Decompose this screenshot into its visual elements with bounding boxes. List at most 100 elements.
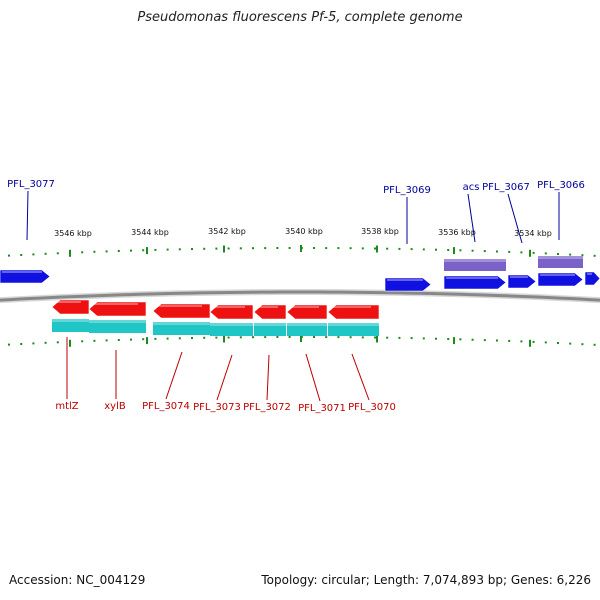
tick-label: 3544 kbp <box>131 228 169 237</box>
minor-tick-dot <box>398 336 401 339</box>
gene-arrow-pfl-3069[interactable] <box>384 277 432 292</box>
minor-tick-dot <box>191 248 193 250</box>
gene-highlight <box>212 306 245 308</box>
minor-tick-dot <box>56 341 59 344</box>
gene-xylb-label[interactable]: xylB <box>104 401 126 412</box>
minor-tick-dot <box>386 336 389 339</box>
major-tick-bottom <box>529 339 531 347</box>
minor-tick-dot <box>117 339 120 341</box>
gene-highlight <box>91 303 138 305</box>
cds-pfl-3074[interactable] <box>153 322 210 335</box>
gene-arrow-pfl-3071[interactable] <box>286 304 328 320</box>
minor-tick-dot <box>227 336 230 339</box>
major-tick-bottom <box>453 337 455 345</box>
gene-pfl-3069-label[interactable]: PFL_3069 <box>383 185 431 196</box>
minor-tick-dot <box>361 336 364 339</box>
cds-pfl-3073[interactable] <box>210 323 253 336</box>
minor-tick-dot <box>288 336 291 338</box>
gene-pfl-3074-label[interactable]: PFL_3074 <box>142 401 190 412</box>
cds-pfl-3072[interactable] <box>254 323 286 336</box>
minor-tick-dot <box>508 339 511 342</box>
minor-tick-dot <box>410 248 413 251</box>
gene-pfl-3067-leader <box>507 193 523 244</box>
gene-mtlz-label[interactable]: mtlZ <box>55 401 78 412</box>
minor-tick-dot <box>435 337 437 340</box>
gene-arrow-acs[interactable] <box>443 275 507 290</box>
cds-pfl-3066[interactable] <box>538 256 583 268</box>
cds-mtlz[interactable] <box>52 319 89 332</box>
gene-arrow-pfl-3067[interactable] <box>507 274 537 289</box>
gene-arrow-pfl-3072[interactable] <box>253 304 287 320</box>
minor-tick-dot <box>154 248 157 251</box>
tick-label: 3536 kbp <box>438 228 476 237</box>
gene-highlight <box>54 301 81 303</box>
gene-arrow-pfl-3066[interactable] <box>537 272 584 287</box>
minor-tick-dot <box>81 340 84 343</box>
genome-title: Pseudomonas fluorescens Pf-5, complete g… <box>137 10 463 25</box>
gene-pfl-3071-label[interactable]: PFL_3071 <box>298 403 346 414</box>
minor-tick-dot <box>337 336 340 339</box>
minor-tick-dot <box>154 337 157 340</box>
cds-pfl-3070[interactable] <box>328 323 379 336</box>
major-tick-top <box>223 245 225 253</box>
gene-arrow-pfl-3073[interactable] <box>209 304 254 320</box>
major-tick-bottom <box>69 339 71 347</box>
minor-tick-dot <box>557 253 559 255</box>
minor-tick-dot <box>178 337 181 340</box>
minor-tick-dot <box>520 251 523 254</box>
minor-tick-dot <box>410 337 413 340</box>
cds-acs[interactable] <box>444 259 506 271</box>
gene-arrow-pfl-3070[interactable] <box>327 304 380 320</box>
gene-pfl-3072-label[interactable]: PFL_3072 <box>243 402 291 413</box>
major-tick-top <box>376 245 378 253</box>
minor-tick-dot <box>581 254 584 257</box>
gene-highlight <box>587 273 592 275</box>
minor-tick-dot <box>142 338 145 341</box>
cds-highlight <box>328 323 379 326</box>
major-tick-bottom <box>300 335 302 342</box>
minor-tick-dot <box>581 343 584 346</box>
gene-pfl-3077-label[interactable]: PFL_3077 <box>7 179 55 190</box>
gene-pfl-3077-leader <box>26 190 29 241</box>
gene-pfl-3070-label[interactable]: PFL_3070 <box>348 402 396 413</box>
major-tick-bottom <box>376 335 378 343</box>
gene-highlight <box>446 277 498 279</box>
gene-acs-label[interactable]: acs <box>463 182 480 193</box>
minor-tick-dot <box>435 248 437 251</box>
minor-tick-dot <box>349 336 352 339</box>
cds-pfl-3071[interactable] <box>287 323 327 336</box>
gene-pfl-3067-label[interactable]: PFL_3067 <box>482 182 530 193</box>
minor-tick-dot <box>203 247 206 250</box>
minor-tick-dot <box>264 336 267 339</box>
minor-tick-dot <box>239 336 242 339</box>
minor-tick-dot <box>215 336 218 339</box>
gene-pfl-3066-label[interactable]: PFL_3066 <box>537 180 585 191</box>
gene-pfl-3073-label[interactable]: PFL_3073 <box>193 402 241 413</box>
minor-tick-dot <box>447 249 450 251</box>
minor-tick-dot <box>166 337 169 340</box>
minor-tick-dot <box>483 339 486 342</box>
minor-tick-dot <box>276 247 279 249</box>
minor-tick-dot <box>471 338 474 341</box>
minor-tick-dot <box>422 248 425 251</box>
minor-tick-dot <box>32 253 35 256</box>
gene-arrow-xylb[interactable] <box>88 301 147 317</box>
minor-tick-dot <box>239 247 242 250</box>
major-tick-bottom <box>223 335 225 343</box>
gene-arrow-pfl-3065[interactable] <box>584 271 600 286</box>
gene-arrow-pfl-3077[interactable] <box>0 269 51 284</box>
cds-xylb[interactable] <box>89 320 146 333</box>
minor-tick-dot <box>142 249 145 252</box>
cds-highlight <box>254 323 286 326</box>
major-tick-top <box>529 249 531 257</box>
gene-arrow-mtlz[interactable] <box>51 299 90 315</box>
minor-tick-dot <box>44 341 47 344</box>
gene-arrow-pfl-3074[interactable] <box>152 303 211 319</box>
accession-text: Accession: NC_004129 <box>9 573 146 587</box>
minor-tick-dot <box>130 338 132 341</box>
minor-tick-dot <box>81 251 84 254</box>
minor-tick-dot <box>32 342 35 345</box>
tick-label: 3540 kbp <box>285 227 323 236</box>
minor-tick-dot <box>496 339 498 342</box>
